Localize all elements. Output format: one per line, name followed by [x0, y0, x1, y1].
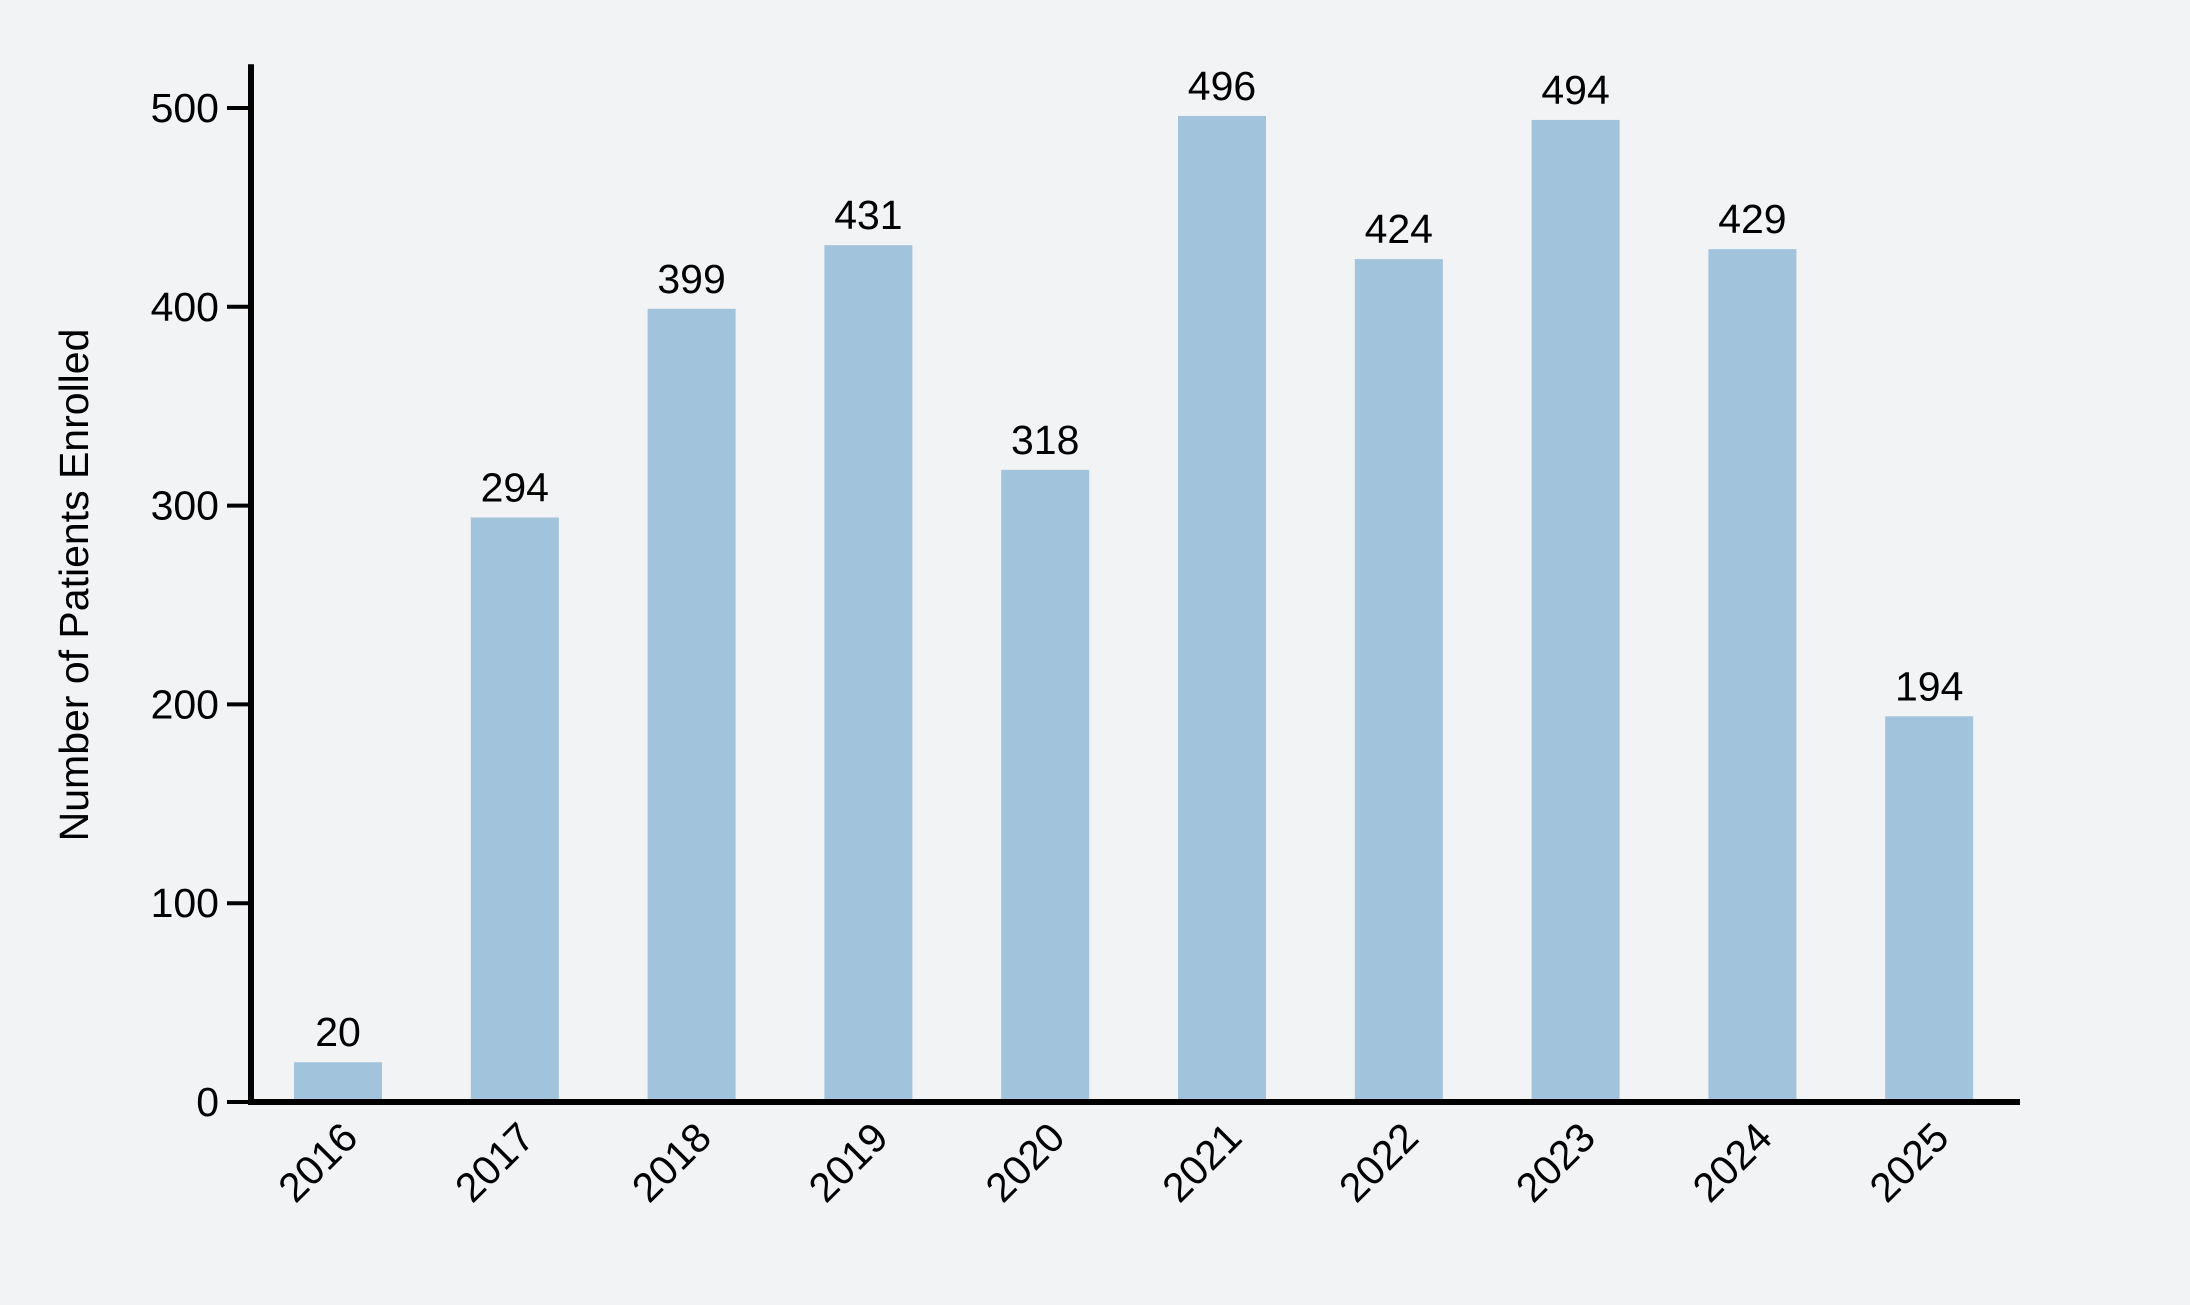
data-label-2024: 429 [1718, 196, 1786, 242]
x-tick-label-2018: 2018 [623, 1114, 720, 1211]
bar-2017 [470, 517, 559, 1102]
bar-2022 [1354, 259, 1443, 1102]
bar-2018 [647, 308, 736, 1103]
bar-2024 [1708, 249, 1797, 1102]
data-label-2016: 20 [315, 1009, 361, 1055]
axes-layer [227, 64, 2020, 1105]
y-axis-title: Number of Patients Enrolled [51, 329, 97, 842]
bar-2021 [1178, 115, 1266, 1102]
x-tick-label-2021: 2021 [1153, 1114, 1250, 1211]
bar-2020 [1001, 469, 1090, 1102]
x-tick-label-2019: 2019 [800, 1114, 897, 1211]
y-tick-label-200: 200 [151, 681, 219, 727]
x-tick-label-2022: 2022 [1330, 1114, 1427, 1211]
data-label-2018: 399 [657, 256, 725, 302]
y-tick-label-300: 300 [151, 483, 219, 529]
bar-2016 [294, 1062, 382, 1102]
data-label-2020: 318 [1011, 417, 1079, 463]
data-label-2022: 424 [1365, 206, 1433, 252]
data-label-2025: 194 [1895, 663, 1963, 709]
x-tick-label-2024: 2024 [1684, 1114, 1781, 1211]
data-label-2021: 496 [1188, 63, 1256, 109]
x-tick-label-2017: 2017 [446, 1114, 543, 1211]
x-tick-label-2023: 2023 [1507, 1114, 1604, 1211]
y-tick-label-100: 100 [151, 880, 219, 926]
y-tick-label-500: 500 [151, 85, 219, 131]
x-tick-label-2020: 2020 [977, 1114, 1074, 1211]
bar-2023 [1531, 119, 1620, 1103]
y-tick-label-400: 400 [151, 284, 219, 330]
bars-layer [294, 115, 1974, 1103]
x-tick-label-2016: 2016 [269, 1114, 366, 1211]
x-tick-label-2025: 2025 [1861, 1114, 1958, 1211]
bar-2019 [824, 245, 913, 1102]
data-label-2019: 431 [834, 192, 902, 238]
data-label-2017: 294 [481, 465, 549, 511]
data-label-2023: 494 [1541, 67, 1609, 113]
bar-2025 [1885, 716, 1974, 1102]
y-tick-label-0: 0 [196, 1079, 219, 1125]
